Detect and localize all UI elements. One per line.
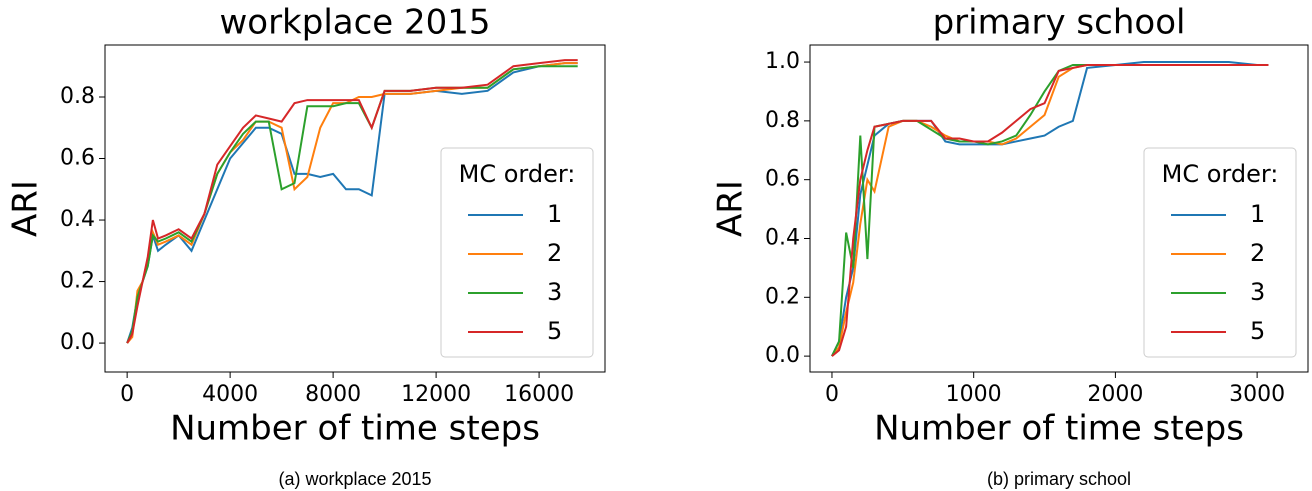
x-tick-label: 4000 — [202, 382, 258, 407]
legend-title: MC order: — [1162, 160, 1279, 188]
y-axis-label: ARI — [6, 180, 46, 237]
legend-box — [440, 147, 594, 358]
y-tick-label: 0.4 — [60, 207, 95, 232]
y-tick-label: 0.2 — [60, 269, 95, 294]
subplot: workplace 2015 Number of time steps ARI (a)… — [6, 3, 606, 489]
legend-label: 5 — [547, 317, 562, 345]
x-tick-label: 1000 — [946, 382, 1002, 407]
y-tick-label: 0.6 — [60, 146, 95, 171]
legend-title: MC order: — [459, 160, 576, 188]
legend-label: 1 — [1250, 200, 1265, 228]
x-tick-label: 3000 — [1229, 382, 1285, 407]
y-tick-label: 0.6 — [765, 167, 800, 192]
x-tick-label: 2000 — [1087, 382, 1143, 407]
caption: (b) primary school — [987, 469, 1131, 489]
caption: (a) workplace 2015 — [278, 469, 431, 489]
axes-frame — [104, 44, 606, 373]
legend-label: 3 — [1250, 278, 1265, 306]
axes-frame — [809, 44, 1309, 373]
y-axis-label: ARI — [711, 180, 751, 237]
subplot: primary school Number of time steps ARI (b)… — [711, 3, 1309, 489]
legend-label: 2 — [1250, 239, 1265, 267]
series-line — [126, 59, 578, 344]
x-axis-label: Number of time steps — [170, 409, 540, 449]
legend: MC order: 1 2 3 5 — [440, 147, 594, 358]
x-tick-label: 16000 — [504, 382, 574, 407]
y-tick-label: 0.2 — [765, 284, 800, 309]
series-line — [831, 63, 1269, 357]
x-tick-label: 0 — [825, 382, 839, 407]
y-tick-label: 0.8 — [765, 108, 800, 133]
y-tick-label: 0.0 — [60, 330, 95, 355]
legend-label: 3 — [547, 278, 562, 306]
y-tick-label: 0.8 — [60, 84, 95, 109]
legend-box — [1143, 147, 1297, 358]
x-tick-label: 8000 — [305, 382, 361, 407]
legend-label: 5 — [1250, 317, 1265, 345]
x-tick-label: 12000 — [401, 382, 471, 407]
y-tick-label: 1.0 — [765, 49, 800, 74]
series-line — [831, 61, 1269, 357]
y-tick-label: 0.4 — [765, 225, 800, 250]
legend-label: 1 — [547, 200, 562, 228]
series-line — [126, 62, 578, 344]
chart-title: workplace 2015 — [219, 3, 490, 43]
x-tick-label: 0 — [120, 382, 134, 407]
legend-label: 2 — [547, 239, 562, 267]
y-tick-label: 0.0 — [765, 343, 800, 368]
x-axis-label: Number of time steps — [874, 409, 1244, 449]
chart-title: primary school — [933, 3, 1186, 43]
legend: MC order: 1 2 3 5 — [1143, 147, 1297, 358]
